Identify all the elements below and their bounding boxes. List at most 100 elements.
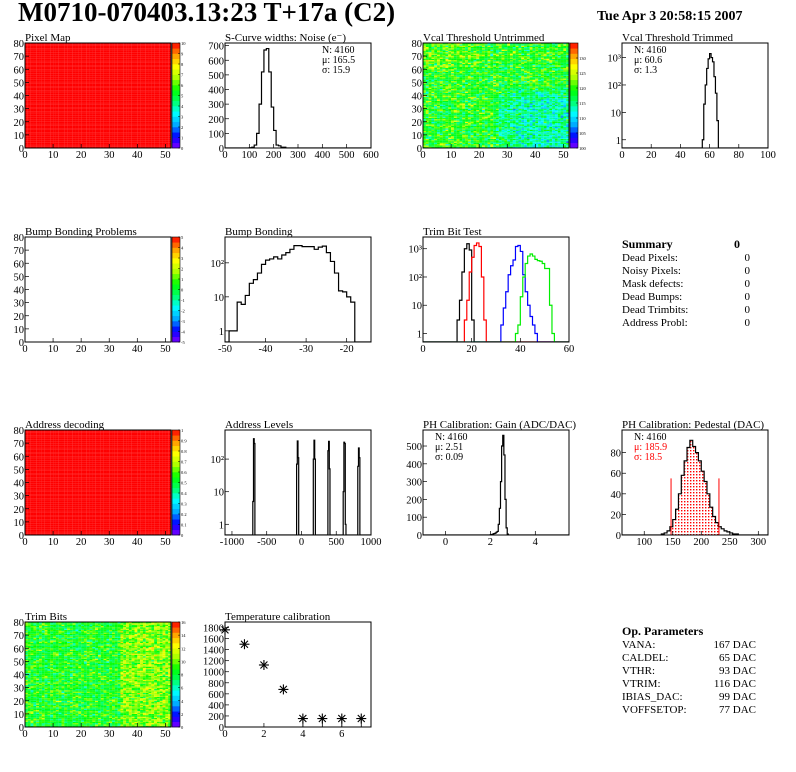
heatmap-cell <box>112 116 115 118</box>
heatmap-cell <box>168 78 171 80</box>
heatmap-cell <box>151 67 155 70</box>
heatmap-cell <box>50 73 54 75</box>
heatmap-cell <box>145 67 149 70</box>
heatmap-cell <box>445 71 449 74</box>
heatmap-cell <box>445 58 449 61</box>
heatmap-cell <box>95 142 99 145</box>
heatmap-cell <box>36 79 40 82</box>
heatmap-cell <box>41 67 45 70</box>
heatmap-cell <box>75 46 79 49</box>
heatmap-cell <box>95 49 99 51</box>
heatmap-cell <box>445 115 449 117</box>
heatmap-cell <box>61 142 65 145</box>
heatmap-cell <box>36 44 40 46</box>
heatmap-cell <box>156 121 160 124</box>
heatmap-cell <box>154 113 158 116</box>
heatmap-cell <box>100 104 104 107</box>
heatmap-cell <box>106 44 110 46</box>
heatmap-cell <box>114 142 118 145</box>
heatmap-cell <box>53 45 56 47</box>
heatmap-cell <box>53 121 56 124</box>
heatmap-cell <box>165 144 169 146</box>
heatmap-cell <box>131 46 135 49</box>
heatmap-cell <box>95 43 99 45</box>
heatmap-cell <box>67 67 70 70</box>
heatmap-cell <box>106 91 110 93</box>
heatmap-cell <box>69 50 73 53</box>
heatmap-cell <box>165 44 169 46</box>
heatmap-cell <box>442 52 446 54</box>
heatmap-cell <box>92 88 96 91</box>
heatmap-cell <box>140 54 143 57</box>
heatmap-cell <box>109 90 113 92</box>
heatmap-cell <box>109 133 113 135</box>
heatmap-cell <box>442 102 446 104</box>
heatmap-cell <box>95 77 99 79</box>
heatmap-cell <box>36 62 40 65</box>
heatmap-cell <box>100 102 104 104</box>
x-tick-label: 400 <box>314 150 330 161</box>
heatmap-cell <box>100 66 104 68</box>
heatmap-cell <box>156 77 160 79</box>
heatmap-cell <box>95 115 99 117</box>
heatmap-cell <box>67 138 70 141</box>
heatmap-cell <box>434 71 438 74</box>
heatmap-cell <box>434 69 438 71</box>
heatmap-cell <box>165 50 169 53</box>
heatmap-cell <box>162 48 166 50</box>
heatmap-cell <box>128 133 132 135</box>
heatmap-cell <box>103 102 107 104</box>
heatmap-cell <box>30 106 34 108</box>
heatmap-cell <box>126 140 129 142</box>
heatmap-cell <box>36 85 40 87</box>
heatmap-cell <box>30 120 34 122</box>
heatmap-cell <box>92 136 96 138</box>
heatmap-cell <box>126 141 129 143</box>
heatmap-cell <box>117 129 121 131</box>
heatmap-cell <box>159 53 163 55</box>
heatmap-cell <box>44 103 48 105</box>
heatmap-cell <box>151 85 155 87</box>
heatmap-cell <box>156 98 160 100</box>
heatmap-cell <box>145 92 149 95</box>
heatmap-cell <box>41 112 45 114</box>
heatmap-cell <box>98 57 101 59</box>
heatmap-cell <box>145 96 149 99</box>
heatmap-cell <box>69 112 73 114</box>
heatmap-cell <box>162 124 166 126</box>
heatmap-cell <box>109 119 113 121</box>
heatmap-cell <box>92 79 96 82</box>
heatmap-cell <box>165 98 169 100</box>
heatmap-cell <box>27 74 31 76</box>
heatmap-cell <box>154 112 158 114</box>
heatmap-cell <box>431 79 435 82</box>
heatmap-cell <box>423 91 426 93</box>
heatmap-cell <box>437 53 440 55</box>
heatmap-cell <box>117 43 121 45</box>
heatmap-cell <box>53 85 56 87</box>
heatmap-cell <box>44 94 48 96</box>
heatmap-cell <box>120 65 124 67</box>
heatmap-cell <box>156 130 160 133</box>
heatmap-cell <box>103 136 107 138</box>
heatmap-cell <box>92 112 96 114</box>
heatmap-cell <box>86 142 90 145</box>
heatmap-cell <box>36 90 40 92</box>
heatmap-cell <box>154 133 158 135</box>
heatmap-cell <box>168 86 171 88</box>
heatmap-cell <box>100 116 104 118</box>
heatmap-cell <box>44 95 48 97</box>
heatmap-cell <box>58 138 62 141</box>
heatmap-cell <box>64 120 68 122</box>
heatmap-cell <box>126 82 129 84</box>
heatmap-cell <box>123 128 127 130</box>
heatmap-cell <box>439 98 443 100</box>
heatmap-cell <box>53 145 56 147</box>
heatmap-cell <box>442 49 446 51</box>
heatmap-cell <box>72 95 76 97</box>
heatmap-cell <box>41 62 45 65</box>
heatmap-cell <box>439 121 443 124</box>
heatmap-cell <box>98 96 101 99</box>
heatmap-cell <box>151 56 155 58</box>
heatmap-cell <box>58 66 62 68</box>
